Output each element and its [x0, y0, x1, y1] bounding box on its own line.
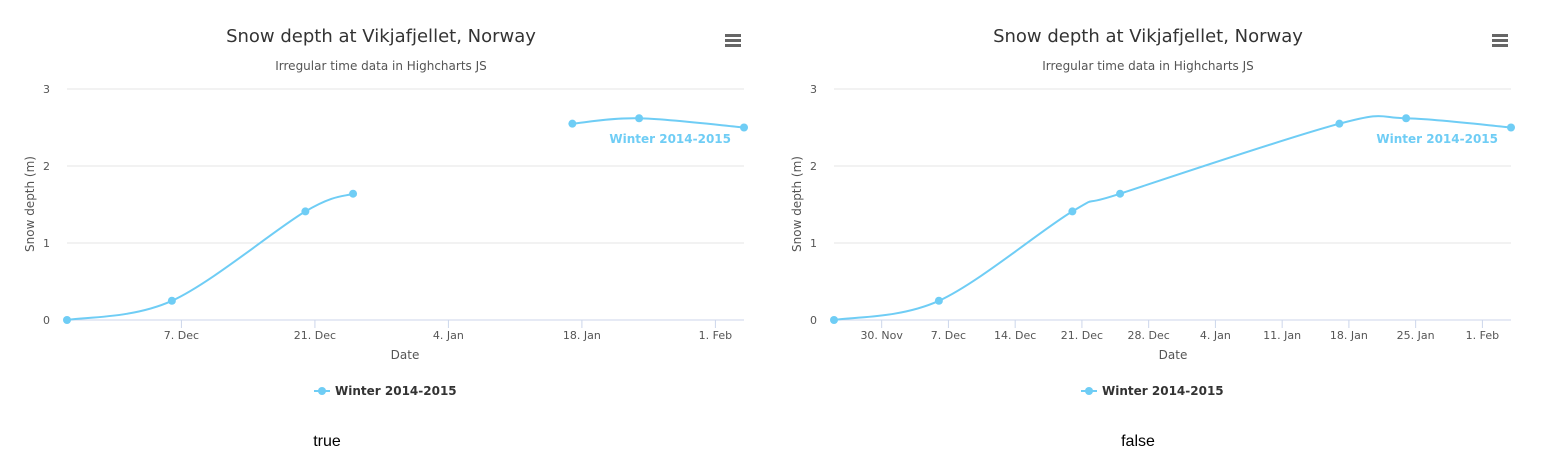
y-axis-title: Snow depth (m)	[23, 156, 37, 252]
data-point[interactable]	[740, 123, 748, 132]
x-tick-label: 7. Dec	[164, 329, 199, 342]
y-tick-label: 2	[810, 160, 817, 173]
x-tick-label: 21. Dec	[294, 329, 336, 342]
x-tick-label: 1. Feb	[1466, 329, 1499, 342]
data-point[interactable]	[167, 296, 176, 305]
data-point[interactable]	[830, 316, 838, 324]
data-point[interactable]	[1402, 114, 1411, 123]
x-tick-label: 25. Jan	[1397, 329, 1435, 342]
chart-title: Snow depth at Vikjafjellet, Norway	[226, 26, 536, 47]
data-point[interactable]	[934, 296, 943, 305]
chart-left: Snow depth at Vikjafjellet, Norway Irreg…	[23, 26, 748, 398]
x-tick-label: 18. Jan	[563, 329, 601, 342]
data-point[interactable]	[349, 189, 358, 198]
y-axis-title: Snow depth (m)	[790, 156, 804, 252]
chart-panel-right: Snow depth at Vikjafjellet, Norway Irreg…	[775, 0, 1550, 466]
caption: false	[1121, 433, 1155, 450]
y-tick-label: 2	[43, 160, 50, 173]
series-line	[572, 117, 745, 129]
legend-item[interactable]: Winter 2014-2015	[314, 384, 457, 398]
grid-lines	[834, 88, 1511, 244]
x-axis	[834, 319, 1511, 328]
y-axis: 0 1 2 3	[43, 83, 50, 327]
data-point[interactable]	[635, 114, 644, 123]
chart-right: Snow depth at Vikjafjellet, Norway Irreg…	[790, 26, 1515, 398]
menu-icon[interactable]	[1489, 29, 1511, 51]
menu-icon[interactable]	[722, 29, 744, 51]
series-line	[833, 115, 1512, 321]
x-tick-label: 7. Dec	[931, 329, 966, 342]
x-tick-label: 4. Jan	[1200, 329, 1231, 342]
x-tick-labels: 30. Nov 7. Dec 14. Dec 21. Dec 28. Dec 4. Jan…	[860, 329, 1499, 342]
x-axis-title: Date	[1159, 348, 1188, 362]
x-tick-labels: 7. Dec 21. Dec 4. Jan 18. Jan 1. Feb	[164, 329, 732, 342]
series-label: Winter 2014-2015	[1376, 132, 1498, 146]
data-point[interactable]	[63, 316, 71, 324]
y-tick-label: 3	[810, 83, 817, 96]
chart-panel-left: Snow depth at Vikjafjellet, Norway Irreg…	[23, 26, 748, 450]
series-winter-2014-2015[interactable]	[830, 114, 1515, 324]
y-tick-label: 1	[43, 237, 50, 250]
legend-item[interactable]: Winter 2014-2015	[1081, 384, 1224, 398]
x-tick-label: 30. Nov	[860, 329, 903, 342]
x-tick-label: 28. Dec	[1128, 329, 1170, 342]
x-tick-label: 18. Jan	[1330, 329, 1368, 342]
x-axis	[67, 319, 744, 328]
data-point[interactable]	[1116, 189, 1125, 198]
x-tick-label: 1. Feb	[699, 329, 732, 342]
y-axis: 0 1 2 3	[810, 83, 817, 327]
chart-title: Snow depth at Vikjafjellet, Norway	[993, 26, 1303, 47]
x-tick-label: 4. Jan	[433, 329, 464, 342]
chart-subtitle: Irregular time data in Highcharts JS	[1042, 59, 1254, 73]
y-tick-label: 0	[810, 314, 817, 327]
chart-subtitle: Irregular time data in Highcharts JS	[275, 59, 487, 73]
series-line	[66, 192, 354, 321]
y-tick-label: 3	[43, 83, 50, 96]
caption: true	[313, 433, 341, 450]
legend-label: Winter 2014-2015	[1102, 384, 1224, 398]
y-tick-label: 0	[43, 314, 50, 327]
data-point[interactable]	[1335, 119, 1344, 128]
series-winter-2014-2015[interactable]	[63, 114, 748, 324]
x-tick-label: 21. Dec	[1061, 329, 1103, 342]
x-axis-title: Date	[391, 348, 420, 362]
series-label: Winter 2014-2015	[609, 132, 731, 146]
data-point[interactable]	[1068, 207, 1077, 216]
data-point[interactable]	[1507, 123, 1515, 132]
y-tick-label: 1	[810, 237, 817, 250]
legend-label: Winter 2014-2015	[335, 384, 457, 398]
data-point[interactable]	[568, 119, 577, 128]
grid-lines	[67, 88, 744, 244]
x-tick-label: 14. Dec	[994, 329, 1036, 342]
x-tick-label: 11. Jan	[1263, 329, 1301, 342]
data-point[interactable]	[301, 207, 310, 216]
